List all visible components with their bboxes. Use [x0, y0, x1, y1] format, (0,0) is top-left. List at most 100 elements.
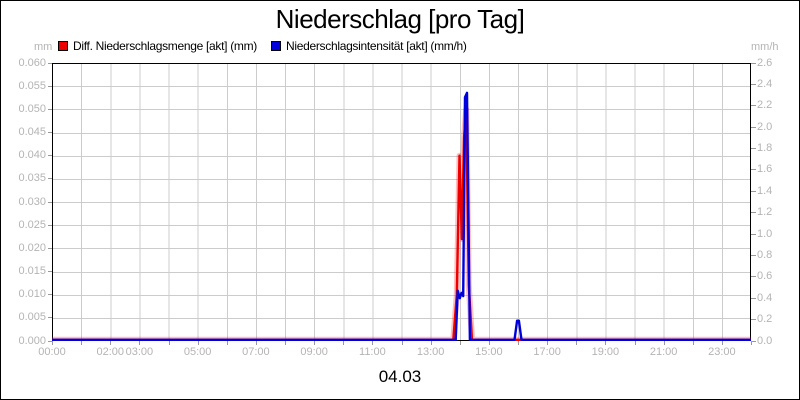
x-axis-tick — [343, 341, 345, 345]
x-axis-tick-label: 05:00 — [183, 346, 212, 358]
date-label: 04.03 — [378, 367, 422, 386]
left-axis-tick-label: 0.005 — [18, 311, 46, 324]
legend-item-niederschlagsintensitaet: Niederschlagsintensität [akt] (mm/h) — [271, 39, 467, 53]
right-axis-tick-label: 1.2 — [757, 206, 773, 219]
x-axis-tick-label: 19:00 — [591, 346, 620, 358]
right-axis-tick — [751, 254, 756, 256]
right-axis-tick-label: 2.2 — [757, 99, 773, 112]
right-axis-tick-label: 2.6 — [757, 56, 773, 69]
left-axis-tick-label: 0.025 — [18, 218, 46, 231]
left-axis-tick — [48, 62, 52, 64]
legend-label-niederschlagsintensitaet: Niederschlagsintensität [akt] (mm/h) — [286, 39, 467, 53]
x-axis-tick-label: 15:00 — [475, 346, 503, 358]
left-axis-tick-label: 0.030 — [18, 195, 46, 208]
x-axis-tick-label: 07:00 — [242, 346, 270, 358]
x-axis-tick — [459, 341, 461, 345]
left-axis-tick-label: 0.045 — [18, 126, 46, 138]
right-axis-tick — [751, 297, 756, 299]
plot-area — [52, 63, 751, 341]
right-axis-tick — [751, 169, 756, 171]
right-axis-tick-label: 1.6 — [757, 163, 773, 176]
x-axis-tick — [110, 341, 112, 345]
series-niederschlagsintensitaet-line — [52, 91, 751, 341]
left-axis-tick — [48, 178, 52, 180]
right-axis-tick — [751, 105, 756, 107]
right-axis-tick-label: 2.0 — [757, 120, 773, 133]
legend-item-niederschlagsmenge: Diff. Niederschlagsmenge [akt] (mm) — [58, 39, 257, 53]
x-axis-tick-label: 13:00 — [416, 346, 445, 358]
x-axis-tick — [634, 341, 636, 345]
x-axis-tick — [721, 341, 723, 345]
left-axis-tick-label: 0.000 — [18, 334, 46, 347]
x-axis-tick-label: 03:00 — [125, 346, 154, 358]
x-axis-tick — [255, 341, 257, 345]
x-axis-tick — [663, 341, 665, 345]
left-axis-tick-label: 0.060 — [18, 56, 46, 69]
right-axis-tick-label: 1.0 — [757, 227, 773, 240]
x-axis-tick — [518, 341, 519, 345]
left-axis-tick — [48, 271, 52, 272]
x-axis-tick — [576, 341, 578, 345]
x-axis-tick — [692, 341, 694, 345]
x-axis-tick — [226, 341, 228, 345]
left-axis-tick — [48, 247, 52, 249]
left-axis-tick — [48, 201, 52, 203]
x-axis-tick — [52, 341, 53, 345]
x-axis-tick-label: 17:00 — [533, 346, 561, 358]
x-axis-tick — [751, 341, 752, 345]
x-axis-tick-label: 21:00 — [649, 346, 678, 358]
left-axis-tick — [48, 294, 52, 296]
x-axis-tick-label: 23:00 — [708, 346, 736, 358]
x-axis-tick — [488, 341, 490, 345]
right-axis-tick — [751, 276, 756, 278]
x-axis-tick-label: 02:00 — [96, 346, 125, 358]
right-axis-unit: mm/h — [751, 41, 779, 53]
left-axis-tick-label: 0.015 — [18, 265, 46, 277]
right-axis-tick — [751, 319, 756, 321]
right-axis-tick — [751, 233, 756, 235]
left-axis-tick — [48, 155, 52, 157]
left-axis-tick-label: 0.040 — [18, 149, 46, 162]
right-axis-tick-label: 0.0 — [757, 334, 773, 347]
x-axis-tick — [547, 341, 549, 345]
right-axis-tick — [751, 62, 756, 64]
left-axis-tick — [48, 224, 52, 226]
x-axis-tick-label: 11:00 — [359, 346, 386, 358]
right-axis-tick — [751, 126, 756, 128]
x-axis-tick — [81, 341, 83, 345]
right-axis-tick — [751, 148, 756, 150]
right-axis-tick-label: 0.2 — [757, 313, 773, 326]
left-axis-tick — [48, 317, 52, 319]
x-axis-tick — [139, 341, 141, 345]
x-axis-tick — [168, 341, 170, 345]
legend-swatch-red-icon — [58, 41, 68, 51]
right-axis-tick-label: 1.4 — [757, 184, 773, 197]
right-axis-tick-label: 0.4 — [757, 291, 773, 304]
left-axis-unit: mm — [34, 41, 53, 53]
left-axis-tick-label: 0.050 — [18, 102, 46, 115]
right-axis-tick — [751, 340, 756, 342]
x-axis-tick — [372, 341, 374, 345]
right-axis-tick-label: 2.4 — [757, 77, 773, 90]
left-axis-tick-label: 0.035 — [18, 172, 46, 185]
left-axis-tick — [48, 340, 52, 342]
x-axis-tick — [430, 341, 432, 345]
left-axis-tick — [48, 132, 52, 133]
x-axis-tick — [285, 341, 286, 345]
right-axis-tick — [751, 83, 756, 85]
right-axis-tick-label: 1.8 — [757, 142, 773, 155]
right-axis-tick — [751, 190, 756, 192]
right-axis-tick — [751, 212, 756, 214]
x-axis-tick — [197, 341, 199, 345]
right-axis-tick-label: 0.8 — [757, 248, 773, 261]
right-axis-tick-label: 0.6 — [757, 270, 773, 283]
x-axis-tick-label: 00:00 — [38, 346, 66, 358]
left-axis-tick — [48, 85, 52, 87]
left-axis-tick-label: 0.020 — [18, 241, 46, 254]
legend-swatch-blue-icon — [271, 41, 281, 51]
left-axis-tick-label: 0.055 — [18, 79, 46, 92]
chart-title: Niederschlag [pro Tag] — [275, 4, 525, 34]
x-axis-tick — [314, 341, 316, 345]
left-axis-tick-label: 0.010 — [18, 288, 46, 301]
